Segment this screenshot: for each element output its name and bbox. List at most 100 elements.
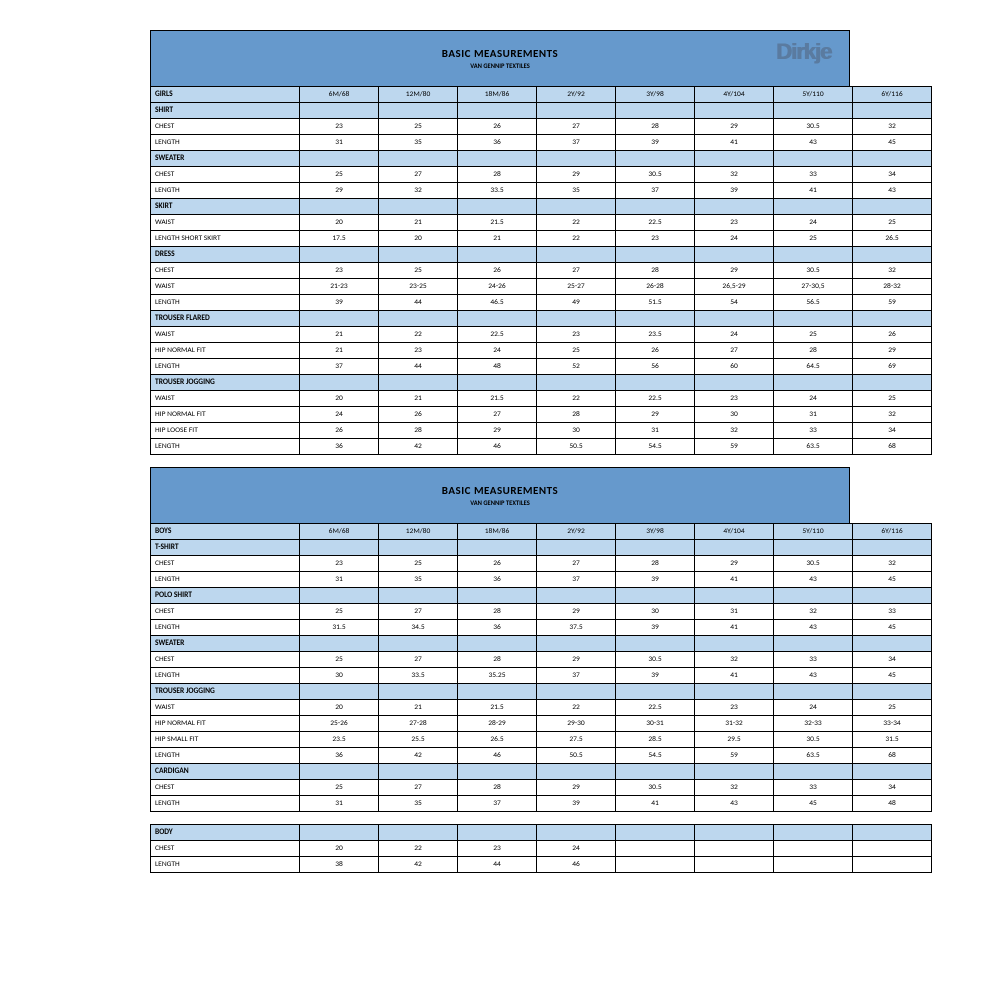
measurement-value: 24 [300,407,379,423]
measurement-value: 46 [458,748,537,764]
measurement-label: LENGTH [151,295,300,311]
measurement-value: 28 [458,604,537,620]
measurement-value: 28 [616,556,695,572]
section-header: CARDIGAN [151,764,300,780]
measurement-value: 28.5 [616,732,695,748]
measurement-value: 30 [616,604,695,620]
measurement-value: 30.5 [774,263,853,279]
measurement-label: LENGTH [151,183,300,199]
section-header: SWEATER [151,151,300,167]
section-header: TROUSER FLARED [151,311,300,327]
measurement-value: 20 [300,391,379,407]
table-heading: GIRLS [151,87,300,103]
measurement-value: 43 [774,668,853,684]
size-header: 3Y/98 [616,524,695,540]
measurement-value: 30 [695,407,774,423]
measurement-value: 28-29 [458,716,537,732]
measurement-value: 37 [537,668,616,684]
measurement-value: 38 [300,857,379,873]
measurement-value: 31 [300,572,379,588]
measurement-value: 34 [853,167,932,183]
measurement-value: 39 [616,620,695,636]
section-empty [695,199,774,215]
measurement-value: 25 [853,215,932,231]
measurement-label: LENGTH [151,359,300,375]
measurement-value: 25 [300,652,379,668]
measurement-value: 21 [458,231,537,247]
size-header: 5Y/110 [774,524,853,540]
section-empty [616,311,695,327]
measurement-value: 25.5 [379,732,458,748]
measurement-value: 43 [774,135,853,151]
measurement-value: 33 [774,167,853,183]
measurement-value: 23 [695,215,774,231]
measurement-value: 20 [300,841,379,857]
measurement-value: 28 [458,167,537,183]
section-empty [537,588,616,604]
measurement-value: 37 [300,359,379,375]
section-empty [774,199,853,215]
section-empty [695,151,774,167]
section-empty [774,764,853,780]
measurement-value: 46.5 [458,295,537,311]
size-header: 2Y/92 [537,524,616,540]
measurement-value: 35 [537,183,616,199]
measurement-value: 26 [458,263,537,279]
measurement-label: CHEST [151,263,300,279]
section-empty [537,540,616,556]
measurement-value: 29.5 [695,732,774,748]
measurement-value: 41 [695,620,774,636]
measurement-value: 44 [458,857,537,873]
measurement-value: 50.5 [537,439,616,455]
size-header [458,825,537,841]
section-empty [616,684,695,700]
measurement-label: HIP SMALL FIT [151,732,300,748]
section-empty [616,540,695,556]
measurement-value: 22.5 [616,700,695,716]
measurement-value: 20 [379,231,458,247]
section-empty [853,684,932,700]
section-empty [616,588,695,604]
size-header: 6M/68 [300,524,379,540]
measurement-value: 27-30,5 [774,279,853,295]
section-empty [695,247,774,263]
measurement-value: 25 [300,780,379,796]
measurement-value: 26 [379,407,458,423]
measurement-value: 21 [379,391,458,407]
measurement-value: 37 [537,135,616,151]
section-empty [774,684,853,700]
measurement-value: 45 [853,620,932,636]
measurement-value: 22 [537,231,616,247]
section-empty [695,540,774,556]
measurement-value: 32 [695,423,774,439]
measurement-value: 33 [774,423,853,439]
section-empty [458,103,537,119]
section-empty [774,375,853,391]
measurement-value: 36 [458,572,537,588]
measurement-value: 33 [853,604,932,620]
table-heading: BODY [151,825,300,841]
measurement-value: 33 [774,780,853,796]
section-empty [616,247,695,263]
measurement-label: LENGTH [151,572,300,588]
section-empty [458,375,537,391]
measurement-value: 32-33 [774,716,853,732]
measurement-label: WAIST [151,327,300,343]
section-empty [379,588,458,604]
measurement-value: 21.5 [458,700,537,716]
measurement-value: 24 [695,327,774,343]
section-empty [458,764,537,780]
measurement-value [853,841,932,857]
section-empty [853,247,932,263]
measurement-label: HIP NORMAL FIT [151,343,300,359]
measurement-label: LENGTH [151,135,300,151]
measurement-value: 28 [616,263,695,279]
table-heading: BOYS [151,524,300,540]
measurement-value: 27 [379,652,458,668]
measurement-value: 27 [379,780,458,796]
section-empty [774,247,853,263]
measurement-value: 23 [300,119,379,135]
section-empty [853,764,932,780]
measurement-value: 31.5 [853,732,932,748]
measurement-value: 27 [537,556,616,572]
